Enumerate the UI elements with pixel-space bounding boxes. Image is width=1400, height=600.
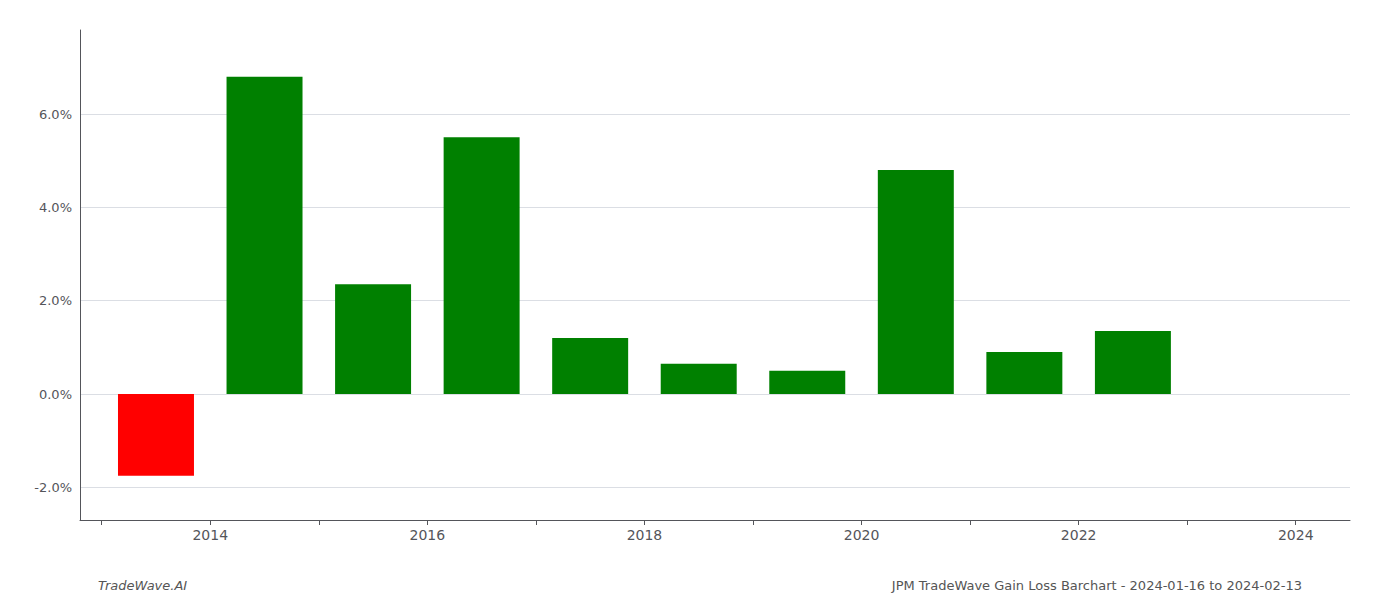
svg-text:4.0%: 4.0% (39, 200, 72, 215)
svg-text:2020: 2020 (844, 527, 880, 543)
svg-text:2016: 2016 (410, 527, 446, 543)
svg-text:JPM TradeWave Gain Loss Barcha: JPM TradeWave Gain Loss Barchart - 2024-… (891, 578, 1302, 593)
svg-text:6.0%: 6.0% (39, 107, 72, 122)
svg-text:2018: 2018 (627, 527, 663, 543)
svg-text:0.0%: 0.0% (39, 387, 72, 402)
svg-text:TradeWave.AI: TradeWave.AI (98, 578, 187, 593)
svg-text:-2.0%: -2.0% (34, 480, 72, 495)
svg-text:2014: 2014 (192, 527, 228, 543)
svg-text:2024: 2024 (1278, 527, 1314, 543)
svg-text:2.0%: 2.0% (39, 293, 72, 308)
svg-text:2022: 2022 (1061, 527, 1097, 543)
